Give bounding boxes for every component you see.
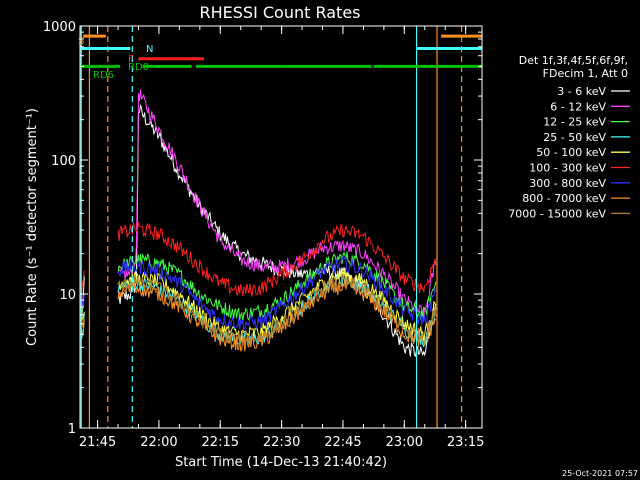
x-tick-label-6: 23:15: [447, 435, 484, 450]
legend-label-0: 3 - 6 keV: [557, 85, 606, 98]
state-label-rd6: RD6: [93, 70, 114, 81]
legend-label-7: 800 - 7000 keV: [522, 192, 606, 205]
legend: Det 1f,3f,4f,5f,6f,9f,FDecim 1, Att 0 3 -…: [508, 54, 630, 220]
x-tick-label-2: 22:15: [202, 435, 239, 450]
state-label-f: F: [128, 54, 134, 65]
state-label-n: N: [146, 44, 153, 55]
legend-label-8: 7000 - 15000 keV: [508, 207, 606, 220]
x-axis-label: Start Time (14-Dec-13 21:40:42): [175, 455, 387, 470]
y-tick-label-3: 1000: [43, 20, 76, 35]
y-tick-label-1: 10: [59, 288, 76, 303]
state-label-rd0: RD0: [128, 62, 149, 73]
x-tick-label-5: 23:00: [386, 435, 423, 450]
legend-header-1: FDecim 1, Att 0: [543, 67, 628, 80]
y-tick-label-2: 100: [51, 154, 76, 169]
plot-area: [80, 26, 482, 428]
legend-label-2: 12 - 25 keV: [543, 116, 606, 129]
x-axis: 21:45 22:00 22:15 22:30 22:45 23:00 23:15: [79, 26, 484, 450]
plot-frame: [79, 25, 483, 429]
x-tick-label-0: 21:45: [79, 435, 116, 450]
legend-label-3: 25 - 50 keV: [543, 131, 606, 144]
legend-label-5: 100 - 300 keV: [529, 162, 606, 175]
state-label-s: S: [78, 36, 84, 47]
x-tick-label-3: 22:30: [263, 435, 300, 450]
y-axis: 1 10 100 1000: [43, 20, 482, 437]
legend-label-4: 50 - 100 keV: [536, 146, 606, 159]
legend-label-6: 300 - 800 keV: [529, 177, 606, 190]
x-tick-label-1: 22:00: [140, 435, 177, 450]
y-tick-label-0: 1: [68, 422, 76, 437]
x-tick-label-4: 22:45: [324, 435, 361, 450]
legend-label-1: 6 - 12 keV: [550, 100, 606, 113]
chart-title: RHESSI Count Rates: [200, 3, 361, 22]
y-axis-label: Count Rate (s⁻¹ detector segment⁻¹): [25, 108, 40, 346]
timestamp: 25-Oct-2021 07:57: [562, 469, 638, 478]
legend-header-0: Det 1f,3f,4f,5f,6f,9f,: [519, 54, 628, 67]
